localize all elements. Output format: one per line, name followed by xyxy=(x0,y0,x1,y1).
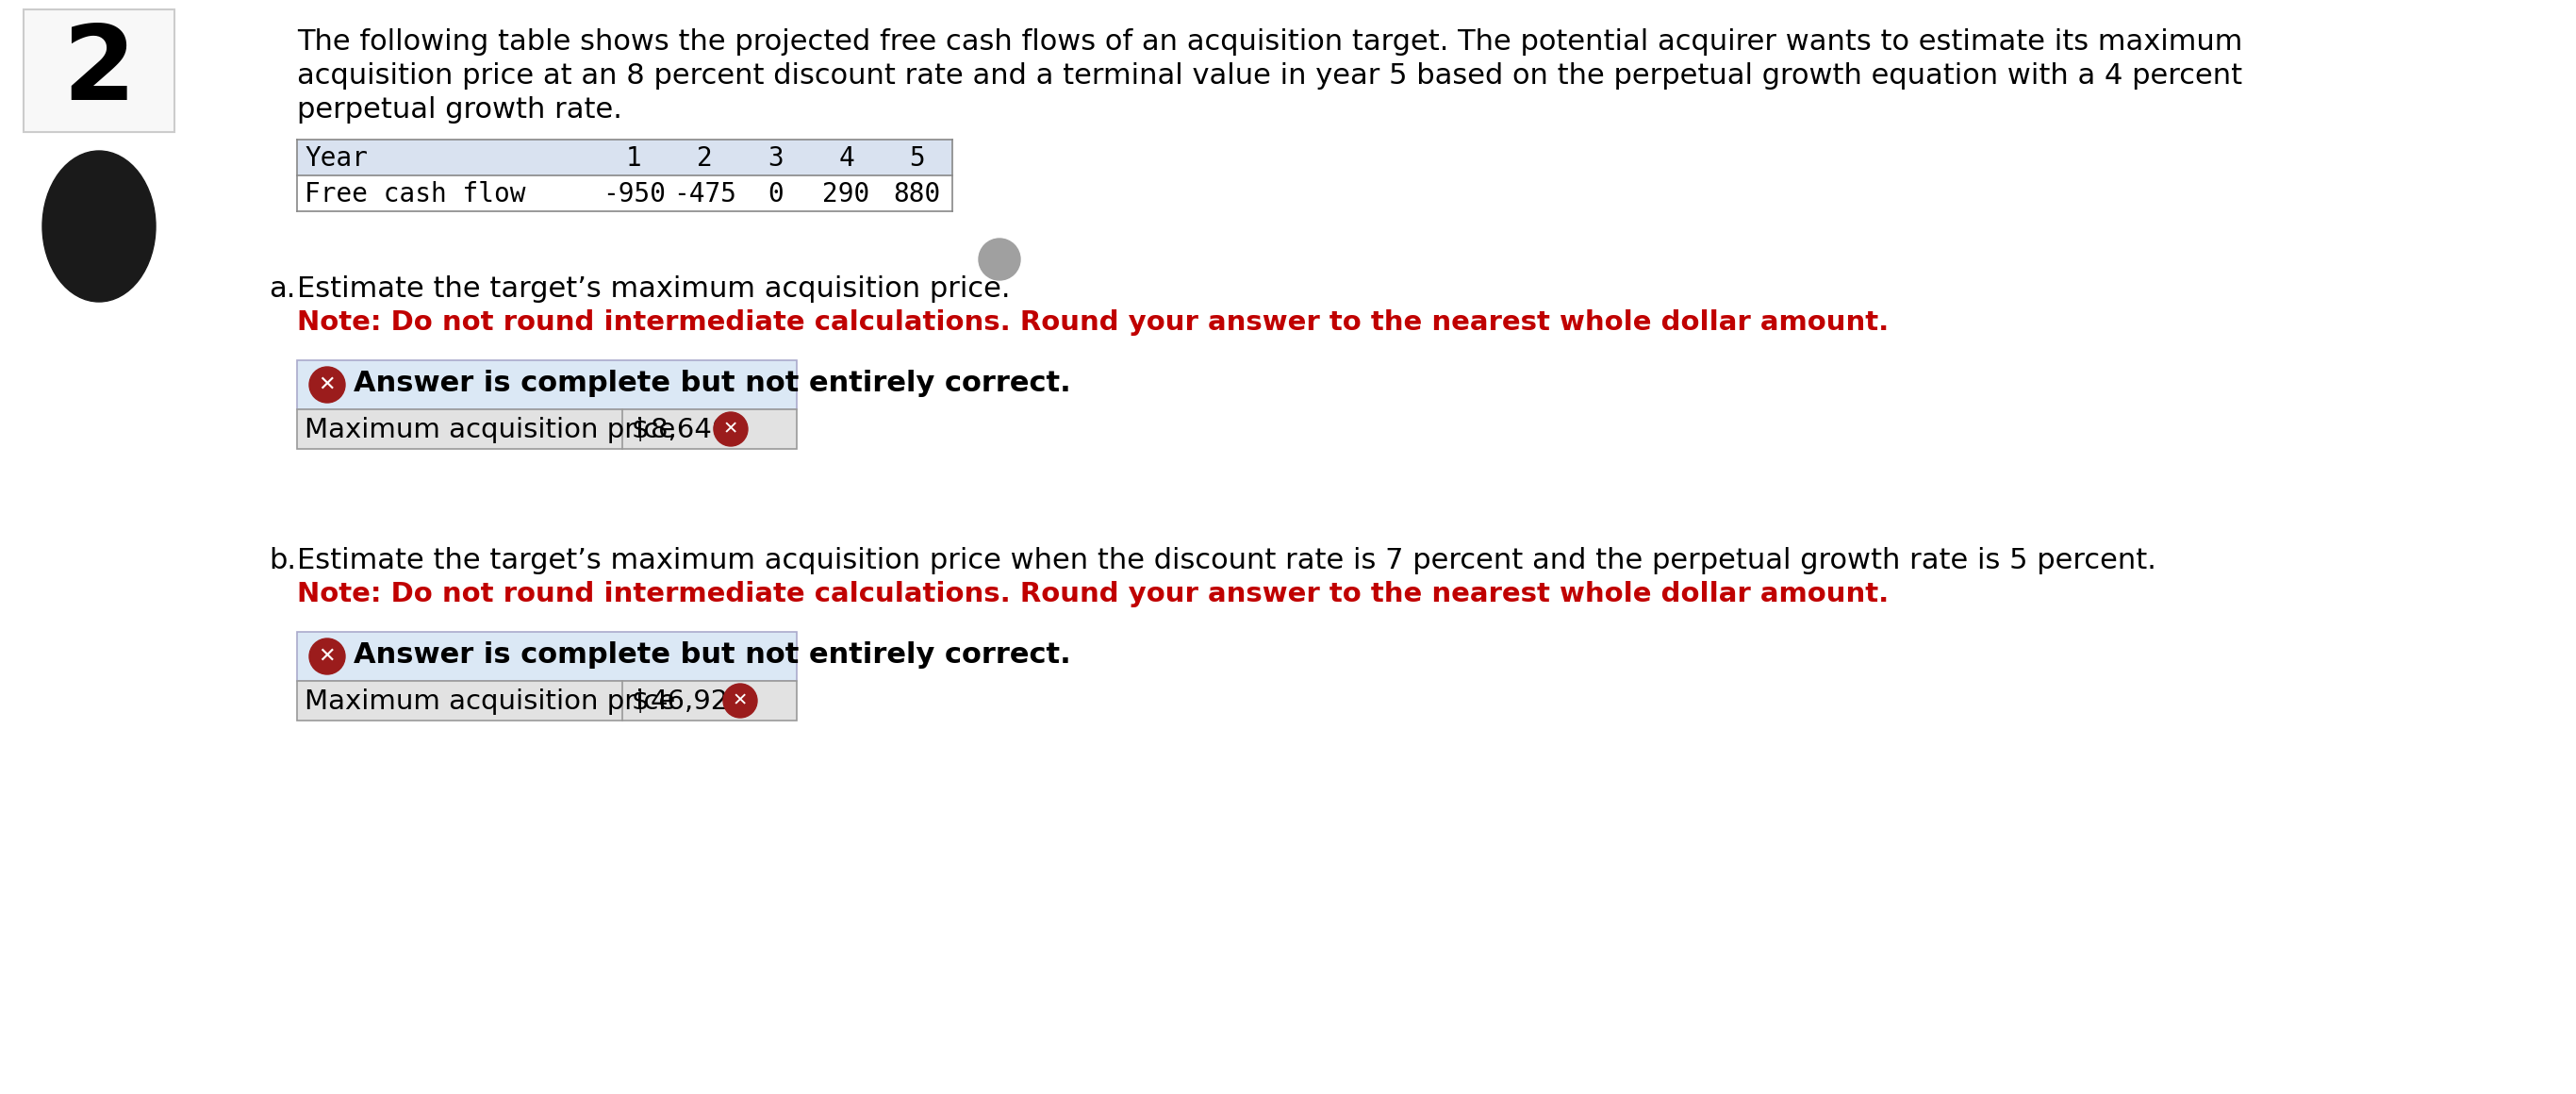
Text: b.: b. xyxy=(268,547,296,574)
FancyBboxPatch shape xyxy=(296,140,953,175)
FancyBboxPatch shape xyxy=(296,680,796,721)
Text: Answer is complete but not entirely correct.: Answer is complete but not entirely corr… xyxy=(353,370,1072,397)
Text: ✕: ✕ xyxy=(319,375,335,394)
Text: Note: Do not round intermediate calculations. Round your answer to the nearest w: Note: Do not round intermediate calculat… xyxy=(296,310,1888,336)
Text: 4: 4 xyxy=(837,146,855,172)
Text: a.: a. xyxy=(268,276,296,303)
FancyBboxPatch shape xyxy=(296,360,796,409)
Text: Note: Do not round intermediate calculations. Round your answer to the nearest w: Note: Do not round intermediate calculat… xyxy=(296,581,1888,607)
Text: $: $ xyxy=(631,688,649,714)
Text: -950: -950 xyxy=(603,182,665,208)
Ellipse shape xyxy=(979,238,1020,280)
Ellipse shape xyxy=(714,412,747,446)
Text: The following table shows the projected free cash flows of an acquisition target: The following table shows the projected … xyxy=(296,28,2244,56)
FancyBboxPatch shape xyxy=(296,632,796,680)
FancyBboxPatch shape xyxy=(23,10,175,132)
Text: Year: Year xyxy=(304,146,368,172)
Text: Estimate the target’s maximum acquisition price.: Estimate the target’s maximum acquisitio… xyxy=(296,276,1010,303)
Ellipse shape xyxy=(309,639,345,674)
Text: 290: 290 xyxy=(822,182,871,208)
Text: 5: 5 xyxy=(909,146,925,172)
Text: Estimate the target’s maximum acquisition price when the discount rate is 7 perc: Estimate the target’s maximum acquisitio… xyxy=(296,547,2156,574)
Text: ✕: ✕ xyxy=(319,647,335,666)
Text: 2: 2 xyxy=(698,146,714,172)
Text: -475: -475 xyxy=(672,182,737,208)
Text: ✕: ✕ xyxy=(732,691,747,710)
Text: Maximum acquisition price: Maximum acquisition price xyxy=(304,417,675,443)
Text: ✕: ✕ xyxy=(724,420,739,438)
Text: $: $ xyxy=(631,417,649,443)
FancyBboxPatch shape xyxy=(296,409,796,449)
Text: 8,640: 8,640 xyxy=(652,417,729,443)
Text: acquisition price at an 8 percent discount rate and a terminal value in year 5 b: acquisition price at an 8 percent discou… xyxy=(296,62,2241,90)
Text: 2: 2 xyxy=(62,21,137,121)
Text: Answer is complete but not entirely correct.: Answer is complete but not entirely corr… xyxy=(353,641,1072,668)
Text: 880: 880 xyxy=(894,182,940,208)
Ellipse shape xyxy=(309,366,345,403)
Ellipse shape xyxy=(41,151,155,302)
Text: 3: 3 xyxy=(768,146,783,172)
FancyBboxPatch shape xyxy=(296,175,953,211)
Text: perpetual growth rate.: perpetual growth rate. xyxy=(296,96,623,124)
Text: 0: 0 xyxy=(768,182,783,208)
Text: 46,921: 46,921 xyxy=(652,688,747,714)
Ellipse shape xyxy=(724,684,757,718)
Text: Free cash flow: Free cash flow xyxy=(304,182,526,208)
Text: Maximum acquisition price: Maximum acquisition price xyxy=(304,688,675,714)
Text: 1: 1 xyxy=(626,146,641,172)
